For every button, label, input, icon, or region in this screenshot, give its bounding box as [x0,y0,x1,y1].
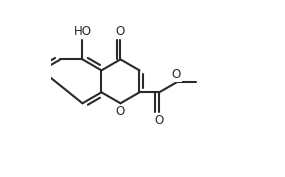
Text: O: O [116,105,125,118]
Text: O: O [172,68,181,81]
Text: O: O [116,25,125,38]
Text: HO: HO [74,25,91,38]
Text: O: O [155,114,164,127]
